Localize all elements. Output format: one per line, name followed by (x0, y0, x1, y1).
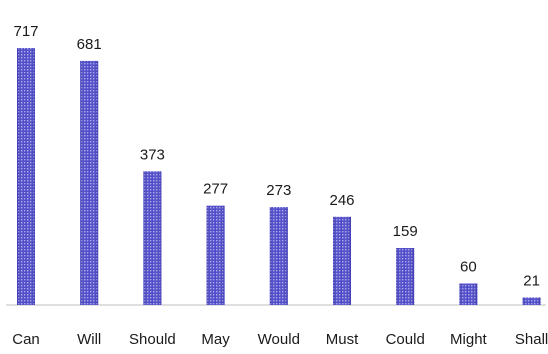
category-label-may: May (201, 331, 230, 348)
value-label-will: 681 (77, 36, 102, 53)
value-labels: 717 681 373 277 273 246 159 60 21 (13, 23, 539, 290)
bar-shade-would (269, 207, 288, 305)
bar-shade-can (17, 48, 35, 305)
bar-shade-will (80, 60, 99, 306)
category-labels: Can Will Should May Would Must Could Might Shall (12, 331, 548, 348)
category-label-shall: Shall (515, 331, 548, 348)
category-label-can: Can (12, 331, 40, 348)
bar-shade-could (396, 248, 415, 305)
bar-shade-should (143, 171, 162, 305)
bars (17, 48, 541, 306)
category-label-will: Will (77, 331, 101, 348)
category-label-must: Must (326, 331, 359, 348)
category-label-should: Should (129, 331, 176, 348)
value-label-shall: 21 (523, 273, 540, 290)
category-label-might: Might (450, 331, 488, 348)
value-label-may: 277 (203, 181, 228, 198)
bar-shade-shall (522, 297, 541, 305)
value-label-could: 159 (393, 223, 418, 240)
category-label-could: Could (386, 331, 425, 348)
category-label-would: Would (258, 331, 300, 348)
bar-shade-may (206, 205, 225, 305)
value-label-can: 717 (13, 23, 38, 40)
bar-shade-must (333, 216, 351, 305)
value-label-should: 373 (140, 146, 165, 163)
value-label-would: 273 (266, 182, 291, 199)
value-label-might: 60 (460, 259, 477, 276)
value-label-must: 246 (329, 192, 354, 209)
bar-shade-might (459, 283, 478, 305)
